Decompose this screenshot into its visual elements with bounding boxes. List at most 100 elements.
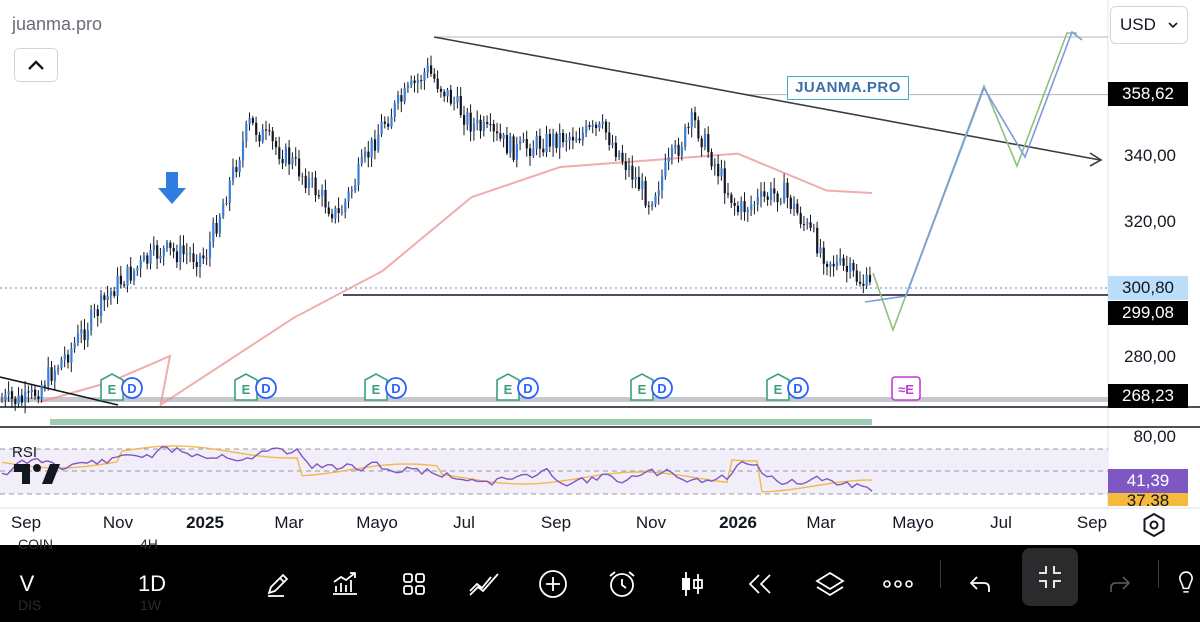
candle-body	[852, 262, 855, 271]
candle-body	[255, 122, 258, 135]
compare-button[interactable]	[462, 545, 506, 622]
undo-button[interactable]	[960, 545, 1000, 622]
price-axis-tick: 340,00	[1124, 146, 1176, 165]
candle-type-button[interactable]	[672, 545, 712, 622]
replay-button[interactable]	[740, 545, 780, 622]
candle-body	[826, 263, 829, 267]
candle-body	[654, 195, 657, 205]
templates-button[interactable]	[394, 545, 434, 622]
rsi-indicator-label[interactable]: RSI	[12, 444, 38, 461]
candle-body	[816, 227, 819, 254]
candle-body	[100, 295, 103, 317]
chart-settings-icon[interactable]	[1140, 511, 1168, 539]
candle-body	[469, 112, 472, 132]
candle-body	[776, 193, 779, 203]
candle-body	[93, 309, 96, 311]
ideas-button[interactable]	[1172, 545, 1200, 622]
candle-body	[156, 245, 159, 259]
candle-body	[535, 135, 538, 149]
indicators-button[interactable]	[325, 545, 365, 622]
fullscreen-exit-button[interactable]	[1022, 548, 1078, 606]
interval-button[interactable]: 1D	[120, 545, 184, 622]
candle-body	[657, 190, 660, 196]
more-button[interactable]	[878, 545, 918, 622]
candle-body	[529, 148, 532, 156]
add-button[interactable]	[533, 545, 573, 622]
candle-body	[713, 163, 716, 167]
candle-body	[109, 291, 113, 296]
candle-body	[548, 133, 551, 147]
dividend-label: D	[793, 381, 802, 396]
candle-body	[502, 134, 505, 139]
candle-body	[588, 125, 591, 127]
candle-body	[753, 204, 756, 206]
price-axis-tick: 280,00	[1124, 347, 1176, 366]
candle-body	[34, 389, 37, 397]
candle-body	[439, 88, 443, 92]
candle-body	[436, 78, 439, 89]
candle-body	[703, 134, 707, 148]
price-chart[interactable]: E D E D E D E D E D E D ≈E	[0, 0, 1200, 545]
candle-body	[479, 119, 482, 131]
candle-body	[720, 168, 723, 177]
candle-body	[67, 354, 70, 363]
candle-body	[733, 202, 736, 206]
brand-label: juanma.pro	[12, 14, 103, 34]
candle-body	[809, 222, 812, 228]
time-axis-label: Nov	[102, 513, 134, 532]
candle-body	[205, 258, 208, 260]
candle-body	[426, 65, 429, 73]
candle-body	[769, 188, 773, 200]
currency-selector[interactable]: USD	[1110, 6, 1188, 44]
undo-icon	[969, 575, 990, 592]
candle-body	[766, 196, 769, 200]
dividend-icon	[255, 377, 277, 399]
candle-body	[542, 148, 545, 153]
candle-body	[113, 291, 116, 296]
candle-body	[370, 139, 373, 158]
pen-icon	[267, 573, 289, 597]
candle-body	[637, 177, 641, 190]
candle-body	[364, 151, 367, 157]
rsi-ma-line	[1, 445, 873, 493]
candle-body	[585, 125, 588, 133]
future-earnings-icon	[891, 376, 921, 401]
candle-body	[496, 131, 499, 134]
trendline-arrowhead	[1089, 152, 1103, 167]
layers-button[interactable]	[810, 545, 850, 622]
candle-body	[317, 195, 320, 197]
alert-button[interactable]	[602, 545, 642, 622]
candle-body	[142, 255, 146, 260]
candle-body	[746, 210, 749, 213]
projection-blue-path	[864, 30, 1083, 303]
symbol-button[interactable]: V	[0, 545, 54, 622]
earnings-label: E	[504, 382, 513, 397]
candle-body	[664, 162, 667, 177]
candle-body	[14, 398, 17, 405]
candle-body	[773, 188, 776, 194]
candle-body	[849, 262, 852, 272]
candle-body	[839, 258, 842, 262]
candle-body	[307, 178, 311, 189]
draw-tool-button[interactable]	[258, 545, 298, 622]
chart-area[interactable]: E D E D E D E D E D E D ≈E juanma.pro USD JUANMA.PRO…	[0, 0, 1200, 545]
collapse-button[interactable]	[14, 48, 58, 82]
candle-body	[126, 266, 129, 286]
candle-body	[271, 131, 274, 142]
candle-body	[618, 152, 621, 157]
ma-price-tag: 268,23	[1108, 384, 1188, 408]
earnings-icon	[100, 373, 124, 401]
candle-body	[4, 394, 7, 400]
candle-body	[347, 191, 350, 202]
candle-body	[868, 274, 872, 283]
candle-body	[228, 180, 231, 204]
redo-icon	[1110, 575, 1131, 592]
earnings-label: E	[242, 382, 251, 397]
layers-icon	[815, 571, 845, 596]
candle-body	[298, 158, 301, 177]
